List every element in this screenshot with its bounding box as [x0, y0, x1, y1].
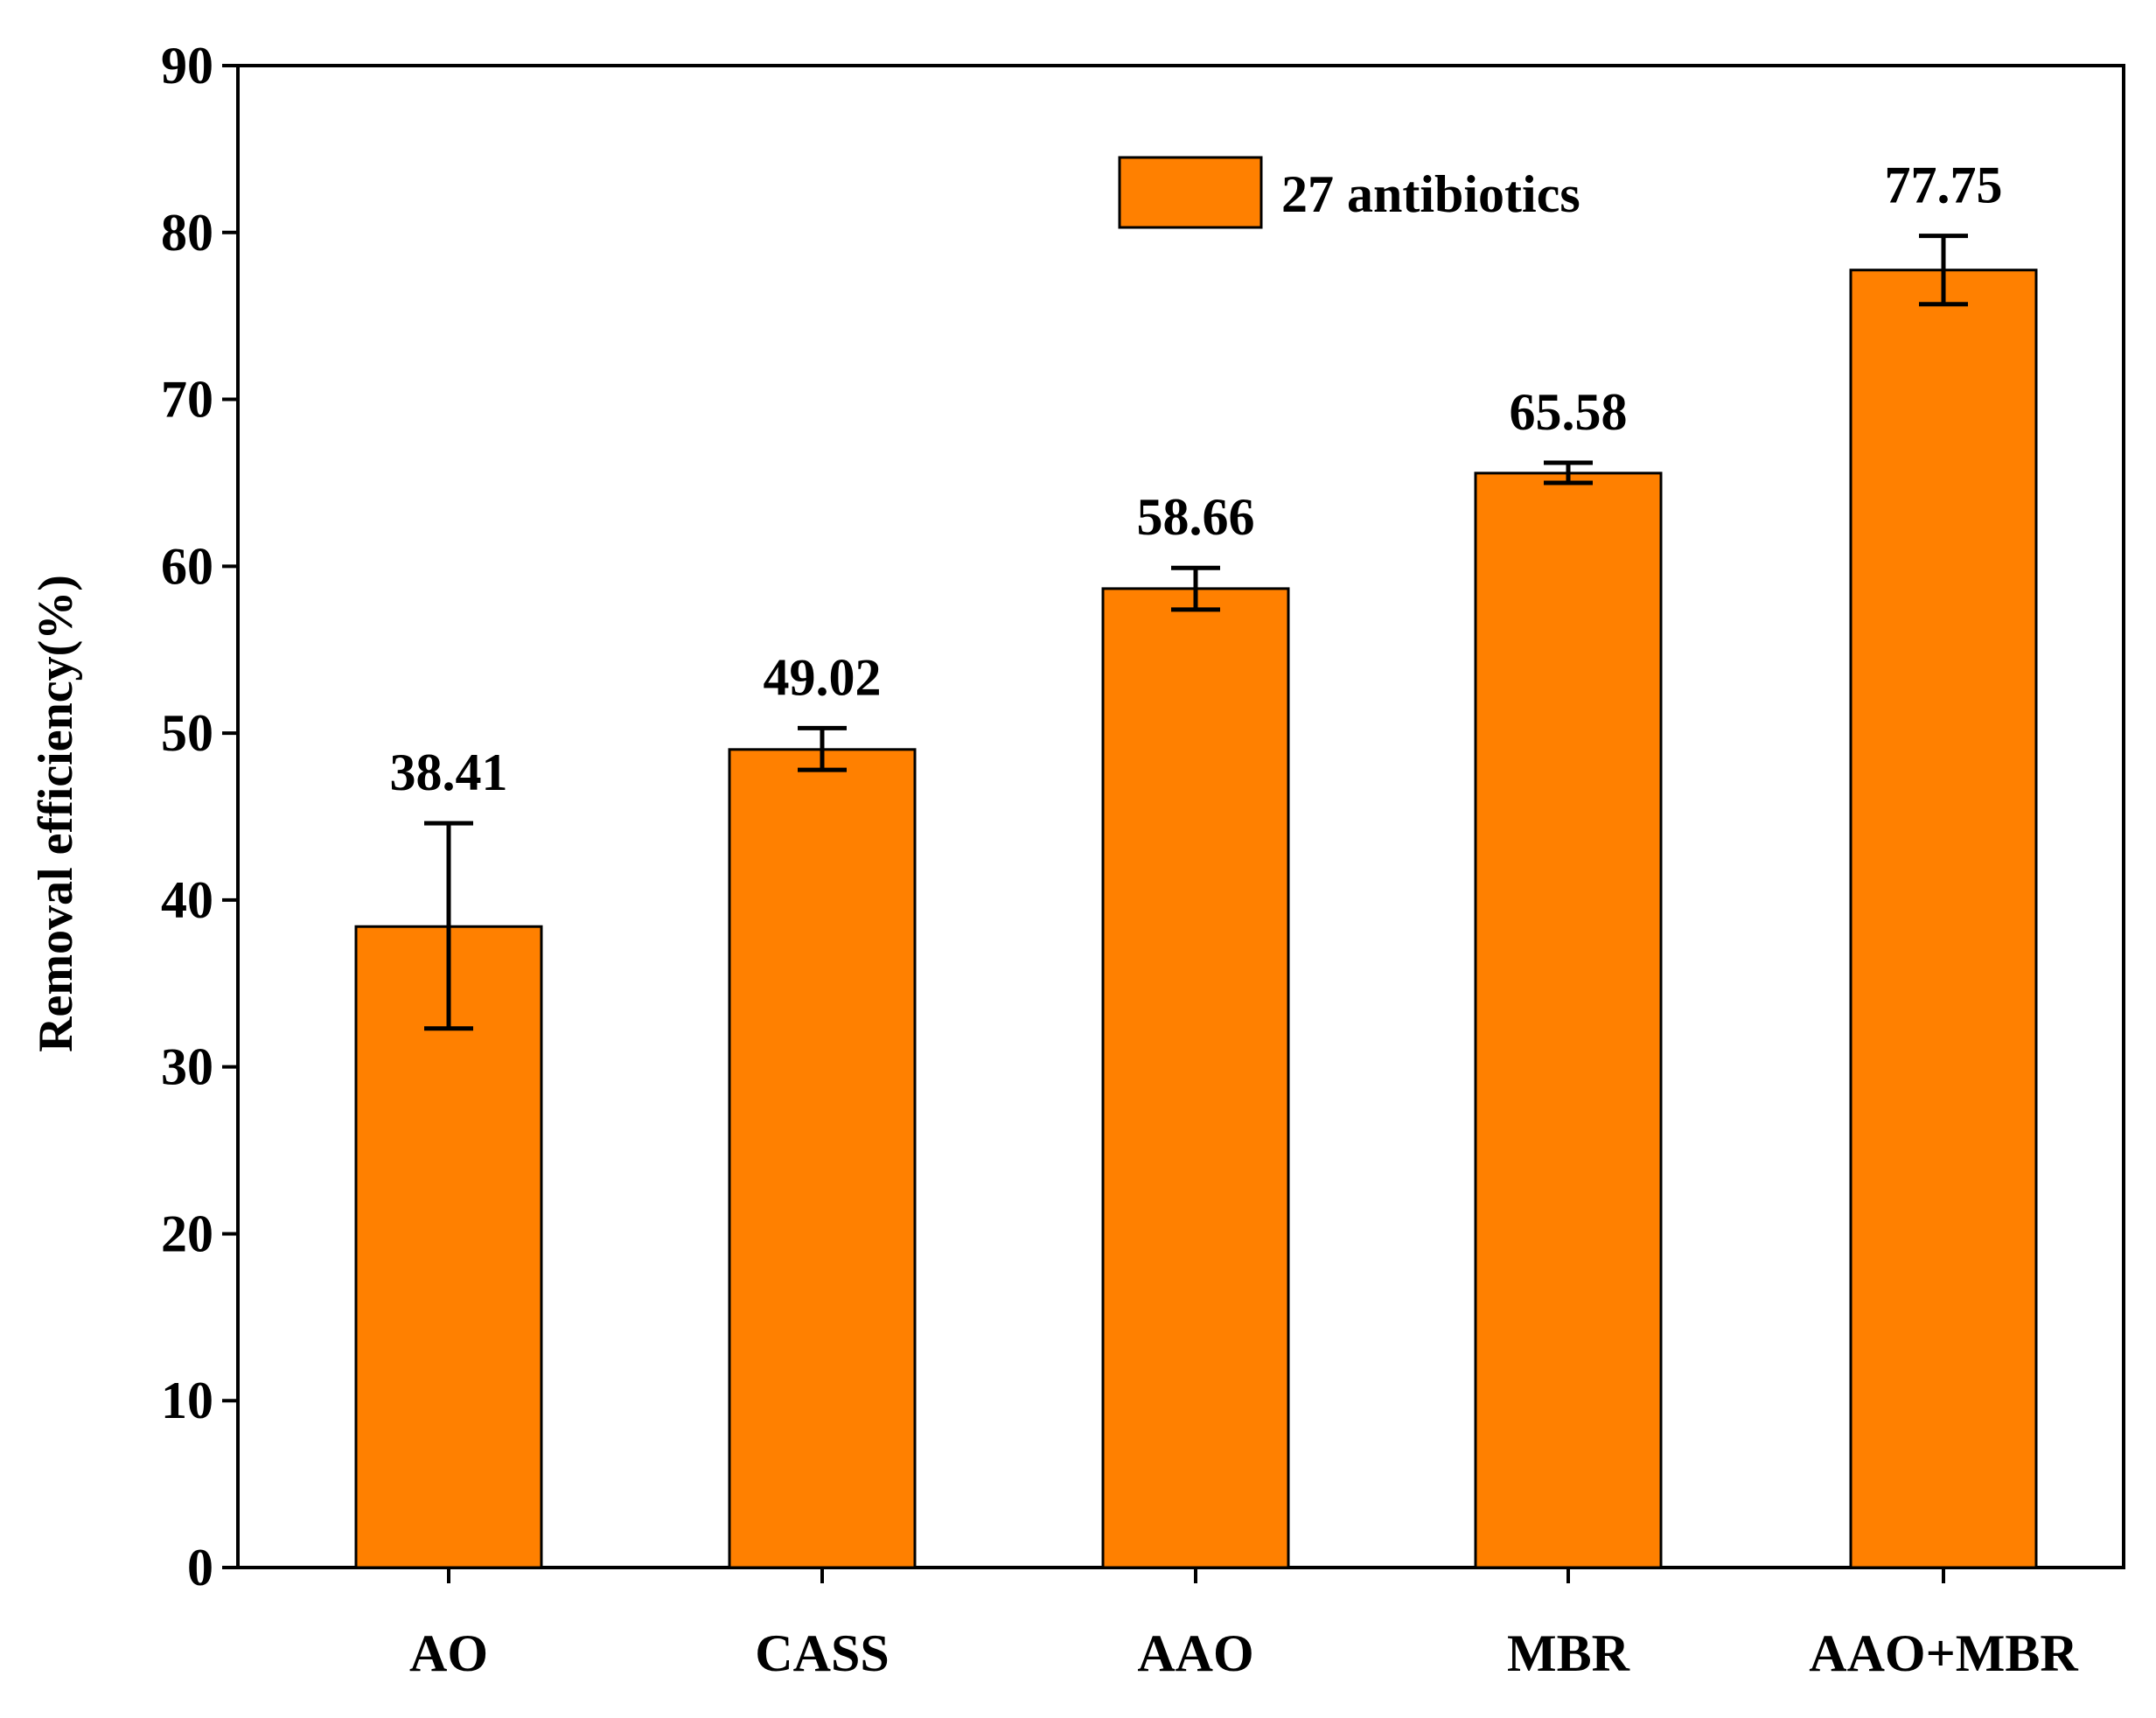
y-tick-label: 20 — [161, 1205, 213, 1262]
y-tick-label: 50 — [161, 704, 213, 762]
bar-mbr — [1474, 471, 1663, 1569]
error-bars — [424, 234, 1968, 1031]
y-tick-label: 10 — [161, 1372, 213, 1429]
y-axis-label: Removal efficiency(%) — [29, 575, 83, 1052]
x-tick-label: MBR — [1507, 1624, 1630, 1682]
bar-value-label: 38.41 — [390, 744, 508, 801]
x-tick-label: AAO — [1137, 1624, 1253, 1682]
bar-ao — [354, 925, 543, 1569]
legend-swatch — [1118, 156, 1263, 229]
x-tick-label: CASS — [755, 1624, 889, 1682]
bar-cass — [728, 748, 917, 1569]
y-tick-label: 80 — [161, 204, 213, 262]
y-tick-label: 30 — [161, 1038, 213, 1096]
y-tick-label: 40 — [161, 871, 213, 929]
bar-value-label: 77.75 — [1885, 157, 2003, 214]
bar-aao — [1101, 587, 1290, 1569]
legend: 27 antibiotics — [1118, 156, 1580, 229]
legend-label: 27 antibiotics — [1281, 165, 1580, 223]
bar-aao-mbr — [1849, 269, 2038, 1569]
y-tick-label: 90 — [161, 37, 213, 94]
y-tick-label: 70 — [161, 371, 213, 429]
bar-value-label: 58.66 — [1137, 488, 1255, 546]
bars — [354, 269, 2038, 1569]
x-tick-label: AO — [409, 1624, 488, 1682]
bar-value-label: 65.58 — [1510, 383, 1628, 441]
x-tick-label: AAO+MBR — [1809, 1624, 2078, 1682]
y-tick-labels: 0 10 20 30 40 50 60 70 80 90 — [161, 37, 213, 1596]
y-tick-label: 60 — [161, 537, 213, 595]
bar-value-labels: 38.41 49.02 58.66 65.58 77.75 — [390, 157, 2003, 802]
y-tick-label: 0 — [187, 1539, 213, 1596]
bar-value-label: 49.02 — [764, 648, 882, 706]
x-tick-labels: AO CASS AAO MBR AAO+MBR — [409, 1624, 2078, 1682]
